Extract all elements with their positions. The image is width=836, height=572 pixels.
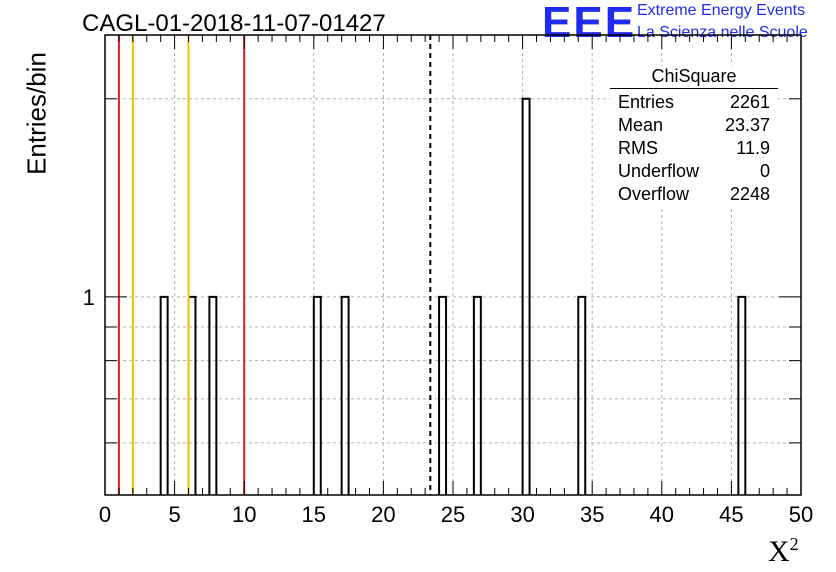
- stat-value: 2261: [729, 92, 770, 112]
- x-tick-label: 35: [580, 502, 604, 527]
- stat-label: Mean: [618, 115, 664, 135]
- stat-row-underflow: Underflow 0: [610, 160, 778, 183]
- x-tick-label: 50: [789, 502, 813, 527]
- histogram-bin: [472, 295, 482, 495]
- histogram-bin: [737, 295, 747, 495]
- x-tick-label: 5: [168, 502, 180, 527]
- x-tick-label: 15: [302, 502, 326, 527]
- x-tick-label: 40: [650, 502, 674, 527]
- stat-label: Overflow: [618, 184, 690, 204]
- stat-label: Underflow: [618, 161, 700, 181]
- x-tick-label: 10: [232, 502, 256, 527]
- x-tick-label: 25: [441, 502, 465, 527]
- histogram-bin: [521, 97, 531, 495]
- x-axis-label: X2: [768, 534, 799, 568]
- histogram-bin: [340, 295, 350, 495]
- chart-title: CAGL-01-2018-11-07-01427: [82, 10, 386, 37]
- stat-value: 11.9: [736, 138, 770, 158]
- stats-title: ChiSquare: [610, 66, 778, 89]
- stat-value: 23.37: [724, 115, 770, 135]
- histogram-bin: [312, 295, 322, 495]
- histogram-bin: [208, 295, 218, 495]
- x-tick-label: 30: [510, 502, 534, 527]
- logo-text-line2: La Scienza nelle Scuole: [637, 24, 808, 41]
- stat-value: 2248: [729, 184, 770, 204]
- x-tick-label: 20: [371, 502, 395, 527]
- stat-label: Entries: [618, 92, 675, 112]
- stat-row-entries: Entries 2261: [610, 91, 778, 114]
- stat-label: RMS: [618, 138, 658, 158]
- stat-row-overflow: Overflow 2248: [610, 183, 778, 206]
- y-tick-label: 1: [83, 285, 95, 310]
- histogram-bin: [438, 295, 448, 495]
- histogram-bin: [159, 295, 169, 495]
- stat-value: 0: [759, 161, 770, 181]
- logo-text-line1: Extreme Energy Events: [637, 2, 806, 19]
- stat-row-mean: Mean 23.37: [610, 114, 778, 137]
- histogram-bin: [577, 295, 587, 495]
- stat-row-rms: RMS 11.9: [610, 137, 778, 160]
- x-tick-label: 45: [719, 502, 743, 527]
- x-tick-label: 0: [99, 502, 111, 527]
- stats-box: ChiSquare Entries 2261 Mean 23.37 RMS 11…: [610, 66, 778, 206]
- logo-mark: EEE: [542, 0, 637, 47]
